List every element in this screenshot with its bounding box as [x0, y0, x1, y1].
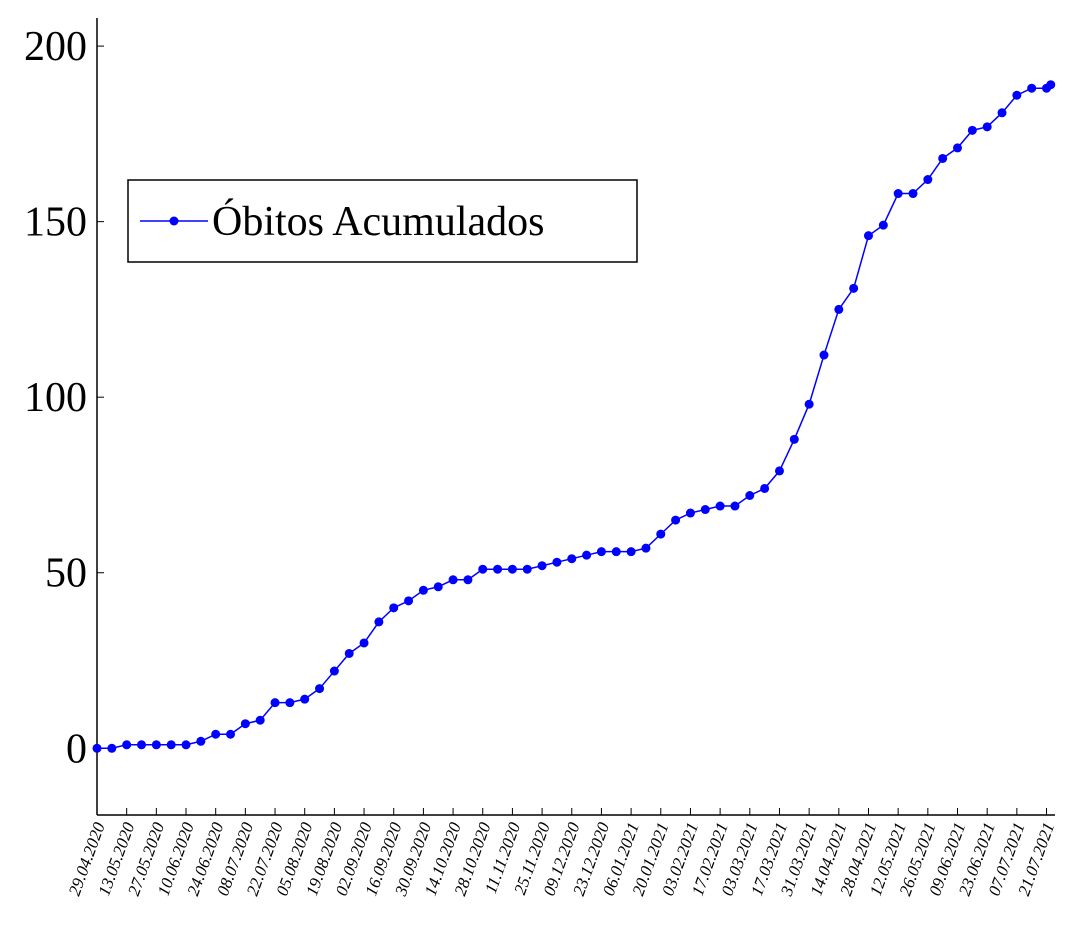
- data-point: [404, 596, 414, 606]
- data-point: [878, 220, 888, 230]
- data-point: [285, 698, 295, 708]
- data-point: [1012, 90, 1022, 100]
- data-point: [1046, 80, 1056, 90]
- data-point: [641, 543, 651, 553]
- y-tick-label: 150: [24, 200, 87, 246]
- data-point: [908, 189, 918, 199]
- data-point: [493, 564, 503, 574]
- data-point: [507, 564, 517, 574]
- data-point: [522, 564, 532, 574]
- data-point: [849, 283, 859, 293]
- data-point: [226, 729, 236, 739]
- data-point: [344, 648, 354, 658]
- data-point: [196, 736, 206, 746]
- data-point: [166, 740, 176, 750]
- data-point: [804, 399, 814, 409]
- data-point: [834, 304, 844, 314]
- data-point: [863, 231, 873, 241]
- data-point: [107, 743, 117, 753]
- data-point: [448, 575, 458, 585]
- data-point: [92, 743, 102, 753]
- y-tick-label: 0: [66, 726, 87, 772]
- legend-marker: [169, 216, 179, 226]
- data-point: [315, 684, 325, 694]
- data-point: [122, 740, 132, 750]
- data-point: [270, 698, 280, 708]
- data-point: [359, 638, 369, 648]
- data-point: [700, 505, 710, 515]
- data-point: [582, 550, 592, 560]
- data-point: [760, 483, 770, 493]
- y-tick-label: 100: [24, 375, 87, 421]
- data-point: [626, 547, 636, 557]
- data-point: [967, 125, 977, 135]
- data-point: [745, 490, 755, 500]
- data-point: [923, 175, 933, 185]
- data-point: [300, 694, 310, 704]
- data-point: [552, 557, 562, 567]
- data-point: [137, 740, 147, 750]
- legend-box: [127, 179, 638, 263]
- data-point: [997, 108, 1007, 118]
- data-point: [938, 153, 948, 163]
- data-point: [181, 740, 191, 750]
- data-point: [240, 719, 250, 729]
- data-point: [656, 529, 666, 539]
- data-point: [789, 434, 799, 444]
- data-point: [478, 564, 488, 574]
- data-point: [774, 466, 784, 476]
- data-point: [567, 554, 577, 564]
- data-point: [255, 715, 265, 725]
- data-point: [685, 508, 695, 518]
- data-point: [819, 350, 829, 360]
- data-point: [953, 143, 963, 153]
- data-point: [1027, 83, 1037, 93]
- data-point: [893, 189, 903, 199]
- data-point: [151, 740, 161, 750]
- data-point: [463, 575, 473, 585]
- data-point: [329, 666, 339, 676]
- legend-label: Óbitos Acumulados: [212, 198, 545, 245]
- data-point: [418, 585, 428, 595]
- y-tick-label: 50: [45, 551, 87, 597]
- data-point: [611, 547, 621, 557]
- data-point: [730, 501, 740, 511]
- data-point: [389, 603, 399, 613]
- data-point: [671, 515, 681, 525]
- data-point: [211, 729, 221, 739]
- data-point: [537, 561, 547, 571]
- data-point: [374, 617, 384, 627]
- data-point: [433, 582, 443, 592]
- y-tick-label: 200: [24, 24, 87, 70]
- data-point: [596, 547, 606, 557]
- data-point: [715, 501, 725, 511]
- data-point: [982, 122, 992, 132]
